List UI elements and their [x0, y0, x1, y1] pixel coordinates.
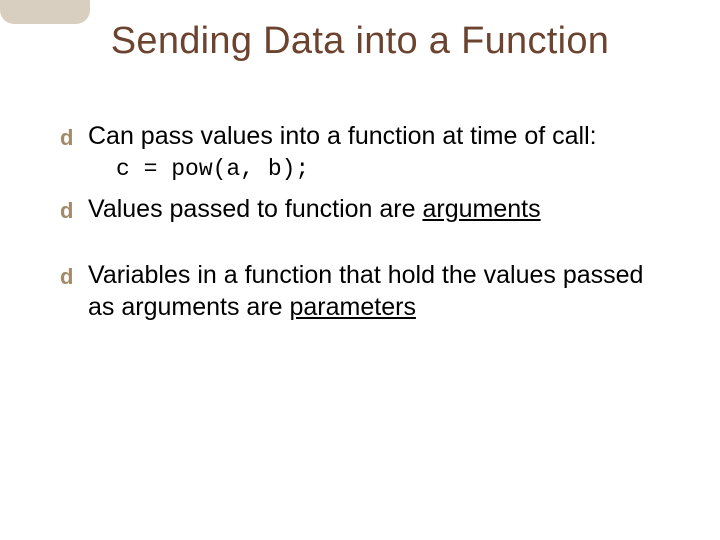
list-item: d Can pass values into a function at tim… — [60, 120, 670, 185]
bullet-text: Values passed to function are — [88, 195, 422, 223]
bullet-line: d Variables in a function that hold the … — [60, 259, 670, 323]
swirl-icon: d — [60, 263, 73, 291]
swirl-icon: d — [60, 197, 73, 225]
list-item: d Values passed to function are argument… — [60, 193, 670, 225]
code-line: c = pow(a, b); — [60, 154, 670, 185]
bullet-line: d Values passed to function are argument… — [60, 193, 670, 225]
bullet-line: d Can pass values into a function at tim… — [60, 120, 670, 152]
slide: Sending Data into a Function d Can pass … — [0, 0, 720, 540]
slide-title: Sending Data into a Function — [0, 20, 720, 63]
swirl-icon: d — [60, 124, 73, 152]
list-item: d Variables in a function that hold the … — [60, 259, 670, 323]
bullet-text: Can pass values into a function at time … — [88, 122, 597, 150]
underlined-term: parameters — [290, 293, 416, 321]
slide-body: d Can pass values into a function at tim… — [60, 120, 670, 357]
underlined-term: arguments — [422, 195, 540, 223]
